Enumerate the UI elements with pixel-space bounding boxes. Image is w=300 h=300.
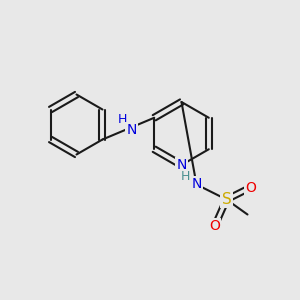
Text: H: H (180, 170, 190, 184)
Text: N: N (191, 178, 202, 191)
Text: N: N (176, 158, 187, 172)
Text: H: H (118, 112, 127, 125)
Text: O: O (245, 181, 256, 194)
Text: S: S (222, 192, 231, 207)
Text: O: O (209, 220, 220, 233)
Text: N: N (126, 123, 136, 137)
